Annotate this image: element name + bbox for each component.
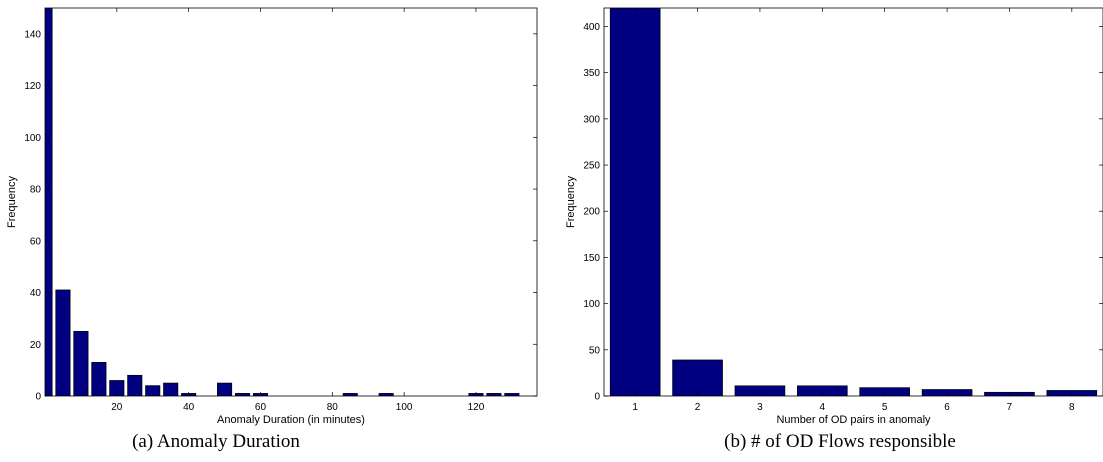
y-tick-label: 300 <box>583 114 600 125</box>
bar <box>217 382 233 396</box>
x-tick-label: 6 <box>944 402 950 413</box>
bar <box>234 393 251 396</box>
y-tick-label: 60 <box>30 236 42 247</box>
y-tick-label: 0 <box>594 392 600 403</box>
y-tick-label: 140 <box>24 29 41 40</box>
x-tick-label: 2 <box>695 402 701 413</box>
x-tick-label: 100 <box>396 402 413 413</box>
chart-a: 0 20 40 60 80 100 120 140 20 40 60 80 100 120 Anomaly … <box>6 7 538 452</box>
x-tick-label: 7 <box>1007 402 1013 413</box>
x-tick-label: 40 <box>183 402 195 413</box>
y-tick-label: 20 <box>30 340 42 351</box>
y-tick-label: 80 <box>30 185 42 196</box>
y-tick-label: 150 <box>583 253 600 264</box>
y-tick-label: 250 <box>583 161 600 172</box>
chart-caption: (a) Anomaly Duration <box>132 431 300 452</box>
y-tick-label: 400 <box>583 22 600 33</box>
y-tick-label: 100 <box>583 299 600 310</box>
bar <box>127 374 143 396</box>
y-axis-label: Frequency <box>565 176 577 228</box>
bar <box>609 8 661 396</box>
bar <box>55 289 71 396</box>
bar <box>486 393 502 396</box>
bar <box>378 393 394 396</box>
bar <box>45 8 53 396</box>
x-tick-label: 5 <box>882 402 888 413</box>
bar <box>859 387 910 396</box>
bar <box>91 362 107 396</box>
x-tick-label: 120 <box>468 402 485 413</box>
y-tick-label: 120 <box>24 81 41 92</box>
bar <box>504 393 520 396</box>
x-tick-label: 8 <box>1069 402 1075 413</box>
y-tick-label: 200 <box>583 207 600 218</box>
x-tick-label: 60 <box>255 402 267 413</box>
bar <box>672 359 723 396</box>
x-tick-label: 20 <box>111 402 123 413</box>
bar-group <box>609 8 1098 396</box>
y-tick-label: 100 <box>24 133 41 144</box>
bar <box>163 382 179 396</box>
bar <box>342 393 358 396</box>
bar <box>109 380 125 396</box>
x-axis-label: Number of OD pairs in anomaly <box>776 414 931 426</box>
bar <box>73 330 89 396</box>
bar <box>145 385 161 396</box>
axes-frame <box>44 7 538 397</box>
y-tick-label: 350 <box>583 68 600 79</box>
x-tick-label: 80 <box>327 402 339 413</box>
x-axis-label: Anomaly Duration (in minutes) <box>217 414 365 426</box>
chart-caption: (b) # of OD Flows responsible <box>724 431 956 452</box>
x-tick-label: 3 <box>757 402 763 413</box>
bar-group <box>45 8 520 396</box>
y-axis-label: Frequency <box>6 176 18 228</box>
chart-b: 0 50 100 150 200 250 300 350 400 1 2 3 4 5 6 7 8 Number o… <box>565 7 1103 452</box>
x-tick-label: 1 <box>632 402 638 413</box>
y-tick-label: 40 <box>30 288 42 299</box>
y-tick-label: 50 <box>589 345 601 356</box>
axes-frame <box>603 7 1103 397</box>
y-tick-label: 0 <box>35 392 41 403</box>
x-tick-label: 4 <box>820 402 826 413</box>
